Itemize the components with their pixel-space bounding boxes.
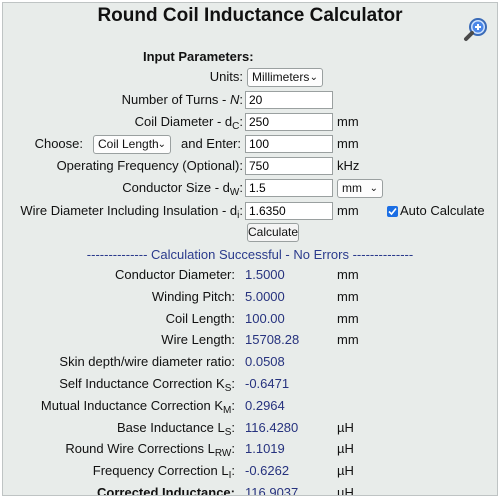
result-value: 116.4280 (245, 420, 299, 435)
result-label-text: Wire Length: (161, 332, 235, 347)
conductor-size-input[interactable] (245, 179, 333, 197)
conductor-size-label: Conductor Size - dW: (122, 180, 243, 198)
result-label-sub: I (228, 470, 232, 481)
result-label: Corrected Inductance: (97, 483, 235, 496)
result-value: 1.1019 (245, 441, 285, 456)
zoom-in-icon[interactable] (463, 17, 489, 43)
result-label-text: Mutual Inductance Correction K (40, 398, 224, 413)
result-label: Wire Length: (161, 330, 235, 350)
result-label-text: Coil Length: (165, 311, 235, 326)
checkmark-icon (388, 207, 397, 216)
result-label: Conductor Diameter: (115, 265, 235, 285)
result-label: Self Inductance Correction KS: (59, 376, 235, 394)
coil-diameter-input[interactable] (245, 113, 333, 131)
result-label-sub: S (224, 427, 232, 438)
wire-diameter-sub: i (237, 210, 240, 221)
result-label: Base Inductance LS: (117, 420, 235, 438)
result-unit: µH (337, 441, 354, 456)
conductor-unit-value: mm (342, 181, 362, 195)
coil-diameter-sub: C (232, 121, 240, 132)
coil-length-input[interactable] (245, 135, 333, 153)
input-parameters-heading: Input Parameters: (143, 49, 254, 64)
turns-label-text: Number of Turns - (121, 92, 230, 107)
result-label-text: Frequency Correction L (92, 463, 229, 478)
result-label: Frequency Correction LI: (92, 463, 235, 481)
wire-diameter-unit: mm (337, 203, 359, 218)
choose-select-value: Coil Length (98, 137, 159, 151)
conductor-unit-select[interactable]: mm ⌄ (337, 179, 383, 198)
result-label-text: Skin depth/wire diameter ratio: (59, 354, 235, 369)
result-unit: µH (337, 420, 354, 435)
result-value: 0.2964 (245, 398, 285, 413)
coil-diameter-label: Coil Diameter - dC: (134, 114, 243, 132)
result-label-text: Conductor Diameter: (115, 267, 235, 282)
result-unit: mm (337, 267, 359, 282)
wire-diameter-label-text: Wire Diameter Including Insulation - d (20, 203, 238, 218)
result-label: Mutual Inductance Correction KM: (40, 398, 235, 416)
turns-input[interactable] (245, 91, 333, 109)
units-label: Units: (209, 69, 243, 84)
result-label: Skin depth/wire diameter ratio: (59, 352, 235, 372)
result-unit: mm (337, 289, 359, 304)
result-unit: µH (337, 485, 354, 496)
result-label-text: Winding Pitch: (151, 289, 235, 304)
frequency-label: Operating Frequency (Optional): (56, 158, 243, 173)
result-unit: mm (337, 332, 359, 347)
wire-diameter-input[interactable] (245, 202, 333, 220)
page-title: Round Coil Inductance Calculator (97, 5, 403, 26)
result-label: Round Wire Corrections LRW: (65, 441, 235, 459)
turns-symbol: N (229, 92, 240, 107)
result-label-text: Self Inductance Correction K (59, 376, 225, 391)
coil-length-unit: mm (337, 136, 359, 151)
choose-label: Choose: (34, 136, 83, 151)
result-label-text: Round Wire Corrections L (65, 441, 215, 456)
choose-select[interactable]: Coil Length ⌄ (93, 135, 171, 154)
result-unit: mm (337, 311, 359, 326)
chevron-down-icon: ⌄ (309, 72, 318, 83)
result-label-sub: S (224, 383, 232, 394)
result-value: 0.0508 (245, 354, 285, 369)
coil-diameter-label-text: Coil Diameter - d (134, 114, 233, 129)
coil-diameter-unit: mm (337, 114, 359, 129)
status-message: -------------- Calculation Successful - … (86, 247, 414, 262)
and-enter-label: and Enter: (181, 136, 241, 151)
auto-calculate-checkbox[interactable] (387, 206, 398, 217)
result-label: Winding Pitch: (152, 287, 235, 307)
chevron-down-icon: ⌄ (369, 183, 378, 194)
result-value: 15708.28 (245, 332, 300, 347)
result-label: Coil Length: (166, 309, 235, 329)
conductor-size-sub: W (229, 187, 240, 198)
wire-diameter-label: Wire Diameter Including Insulation - di: (20, 203, 243, 221)
result-value: -0.6262 (245, 463, 290, 478)
chevron-down-icon: ⌄ (157, 139, 166, 150)
result-value: 116.9037 (245, 485, 299, 496)
result-label-text: Corrected Inductance: (97, 485, 235, 496)
result-value: 1.5000 (245, 267, 285, 282)
conductor-size-label-text: Conductor Size - d (122, 180, 230, 195)
units-select[interactable]: Millimeters ⌄ (247, 68, 323, 87)
turns-label: Number of Turns - N: (121, 92, 243, 107)
result-label-sub: M (223, 405, 232, 416)
result-unit: µH (337, 463, 354, 478)
result-value: 100.00 (245, 311, 285, 326)
result-value: -0.6471 (245, 376, 290, 391)
frequency-unit: kHz (337, 158, 360, 173)
result-label-sub: RW (214, 448, 232, 459)
calculate-button[interactable]: Calculate (247, 223, 299, 242)
frequency-input[interactable] (245, 157, 333, 175)
auto-calculate-label: Auto Calculate (400, 203, 485, 218)
units-select-value: Millimeters (252, 70, 310, 84)
result-label-text: Base Inductance L (117, 420, 225, 435)
result-value: 5.0000 (245, 289, 285, 304)
